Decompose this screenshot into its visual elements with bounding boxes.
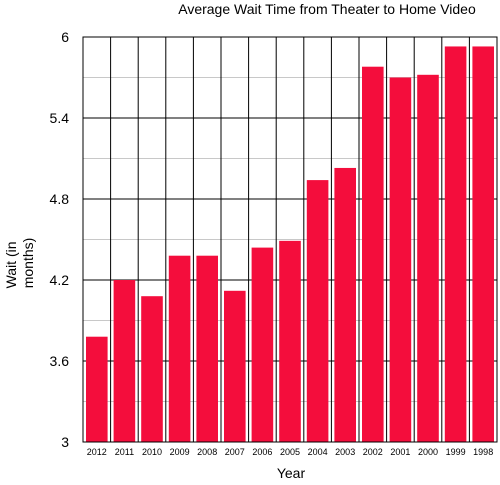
y-tick-label: 6 [61,29,69,45]
chart-title: Average Wait Time from Theater to Home V… [178,1,476,17]
x-axis-label: Year [277,465,306,481]
bar [168,255,191,442]
x-tick-label: 2010 [142,447,162,457]
bar [224,290,246,442]
bar [251,247,274,442]
bar [141,296,163,442]
y-tick-labels: 3 3.6 4.2 4.8 5.4 6 [50,29,70,450]
x-tick-label: 2011 [115,447,134,457]
x-tick-label: 1998 [473,447,493,457]
bar [334,167,356,442]
x-tick-label: 2006 [252,447,272,457]
bar [86,336,108,442]
y-axis-label: Wait (in months) [3,238,36,289]
x-tick-label: 2012 [87,447,107,457]
bar [417,74,439,443]
bar [472,46,494,442]
bar [196,255,218,442]
y-tick-label: 3 [61,434,69,450]
y-tick-label: 3.6 [50,353,70,369]
x-tick-label: 2007 [225,447,245,457]
x-tick-label: 2003 [335,447,355,457]
bars [86,46,494,443]
x-tick-label: 2002 [363,447,383,457]
x-tick-labels: 2012 2011 2010 2009 2008 2007 2006 2005 2004 2003… [87,447,493,457]
x-tick-label: 2004 [308,447,328,457]
x-tick-label: 2001 [390,447,410,457]
y-tick-label: 4.8 [50,191,70,207]
bar [113,280,136,442]
bar [389,77,412,442]
x-tick-label: 2000 [418,447,438,457]
bar [444,46,467,442]
bar [362,66,384,442]
x-tick-label: 2005 [280,447,300,457]
y-axis-label-line-1: Wait (in [3,241,19,288]
y-axis-label-line-2: months) [20,238,36,289]
x-tick-label: 2009 [170,447,190,457]
bar [279,240,301,442]
y-tick-label: 5.4 [50,110,70,126]
bar [306,180,329,442]
x-tick-label: 2008 [197,447,217,457]
y-tick-label: 4.2 [50,272,70,288]
x-tick-label: 1999 [446,447,466,457]
plot-frame [82,36,498,443]
